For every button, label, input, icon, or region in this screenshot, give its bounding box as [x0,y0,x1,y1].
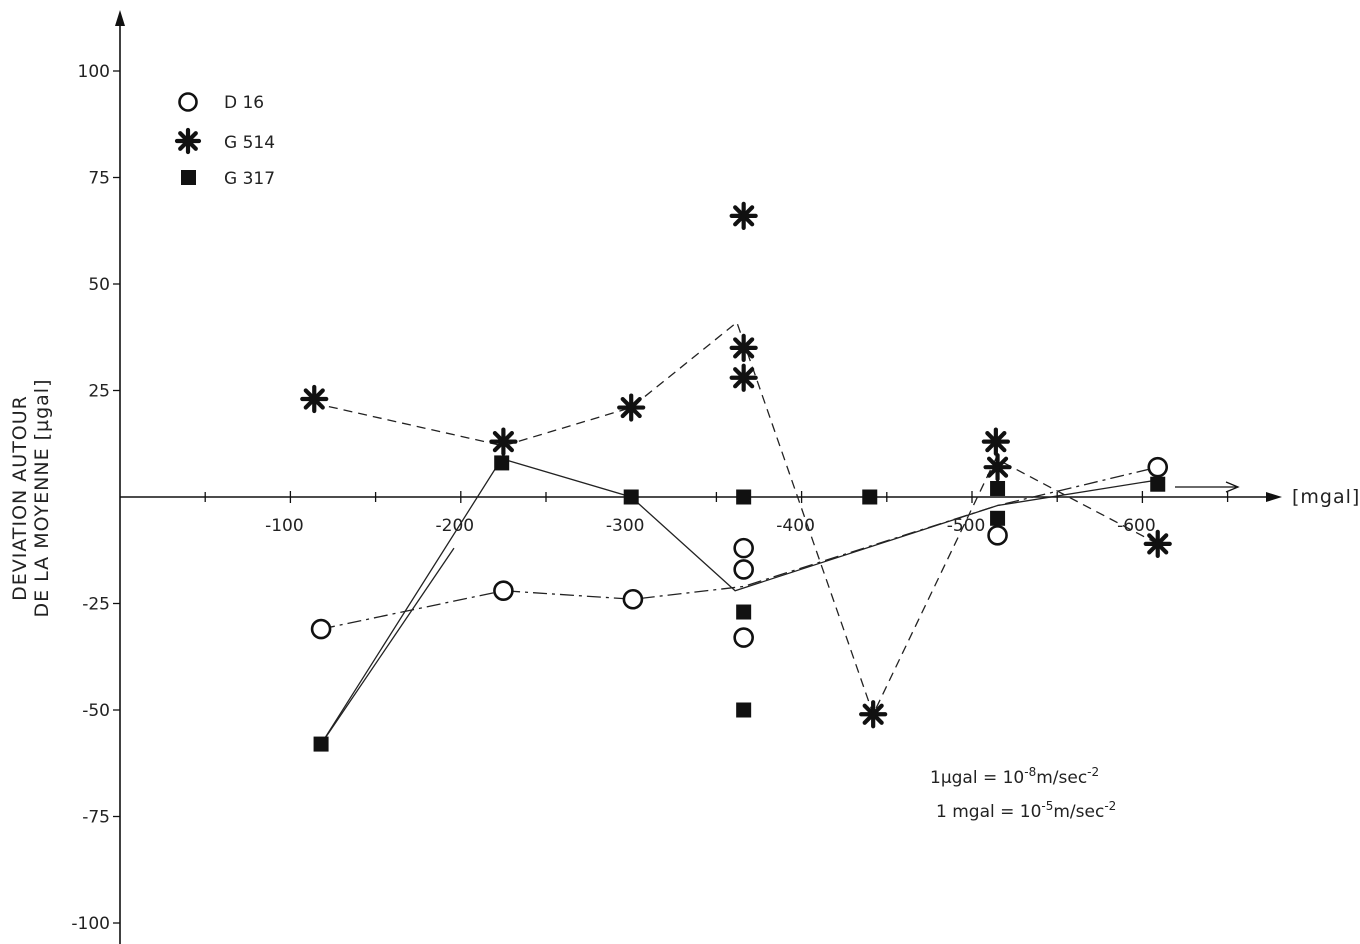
data-point-g514 [617,393,646,422]
x-tick-label: -300 [606,516,645,536]
asterisk-stroke [178,131,198,151]
data-point-g514 [981,427,1010,456]
asterisk-stroke [733,337,755,359]
legend: D 16 G 514 G 317 [174,92,275,189]
y-axis-title-line1: DEVIATION AUTOUR [9,395,31,601]
y-tick-label: 75 [88,169,110,189]
y-tick-label: -25 [82,595,110,615]
data-point-g317 [1150,476,1166,492]
legend-label-g317: G 317 [224,169,275,189]
data-point-g317 [862,489,878,505]
x-axis-arrowhead [1266,492,1282,502]
y-axis-title-line2: DE LA MOYENNE [µgal] [31,378,53,617]
data-point-d16 [622,588,644,610]
data-point-g317 [736,489,752,505]
y-tick-label: 50 [88,275,110,295]
data-point-g514 [1143,529,1172,558]
data-point-g514 [729,333,758,362]
data-point-g514 [489,427,518,456]
legend-label-g514: G 514 [224,133,275,153]
data-point-g317 [736,604,752,620]
data-point-d16 [733,627,754,648]
extra-line [320,547,455,745]
asterisk-stroke [492,431,514,453]
asterisk-stroke [303,388,325,410]
legend-asterisk-shape [174,127,202,155]
legend-label-d16: D 16 [224,93,264,113]
y-tick-label: -100 [71,914,110,934]
data-point-g514 [859,700,888,729]
series-line-d16 [320,466,1158,630]
asterisk-stroke [733,205,755,227]
series-line-g317 [320,457,1158,745]
legend-marker-filled-square [181,170,196,185]
data-point-d16 [493,580,514,602]
x-tick-label: -100 [265,516,304,536]
data-point-g317 [623,489,639,505]
x-tick-label: -500 [947,516,986,536]
unit-conversion-note: 1µgal = 10-8m/sec-2 1 mgal = 10-5m/sec-2 [930,765,1116,822]
asterisk-stroke [733,367,755,389]
x-tick-label: -200 [436,516,475,536]
asterisk-stroke [986,456,1009,478]
asterisk-stroke [985,431,1007,453]
data-point-g317 [990,480,1006,496]
data-markers [300,201,1172,752]
ticks: -100 -200 -300 -400 -500 -600 100 75 50 25 -25 -50 -… [71,62,1229,934]
data-point-g317 [990,510,1006,526]
data-point-g317 [494,455,510,471]
data-point-d16 [733,537,754,559]
y-tick-label: 25 [88,382,110,402]
data-point-d16 [733,559,754,580]
data-point-g514 [300,384,329,414]
x-tick-label: -600 [1117,516,1156,536]
data-point-d16 [987,525,1008,546]
note-line-mgal: 1 mgal = 10-5m/sec-2 [936,799,1116,822]
asterisk-stroke [862,703,884,725]
data-point-g317 [736,702,752,718]
y-axis-title: DEVIATION AUTOUR DE LA MOYENNE [µgal] [9,378,53,617]
y-axis-arrowhead [115,10,125,26]
data-point-g317 [313,736,329,752]
axes [115,10,1282,944]
data-point-g514 [729,363,758,392]
y-tick-label: 100 [78,62,110,82]
data-point-d16 [310,618,332,640]
x-axis-title: [mgal] [1292,486,1360,508]
note-line-ugal: 1µgal = 10-8m/sec-2 [930,765,1099,788]
legend-marker-asterisk [174,127,202,155]
y-tick-label: -50 [82,701,110,721]
legend-marker-open-circle [178,92,198,112]
data-point-d16 [1147,456,1169,478]
direction-arrow-head [1225,481,1240,493]
data-point-g514 [983,453,1012,482]
data-point-g514 [729,201,758,230]
y-tick-label: -75 [82,808,110,828]
asterisk-stroke [1147,533,1169,555]
asterisk-stroke [620,396,642,419]
x-tick-label: -400 [776,516,815,536]
